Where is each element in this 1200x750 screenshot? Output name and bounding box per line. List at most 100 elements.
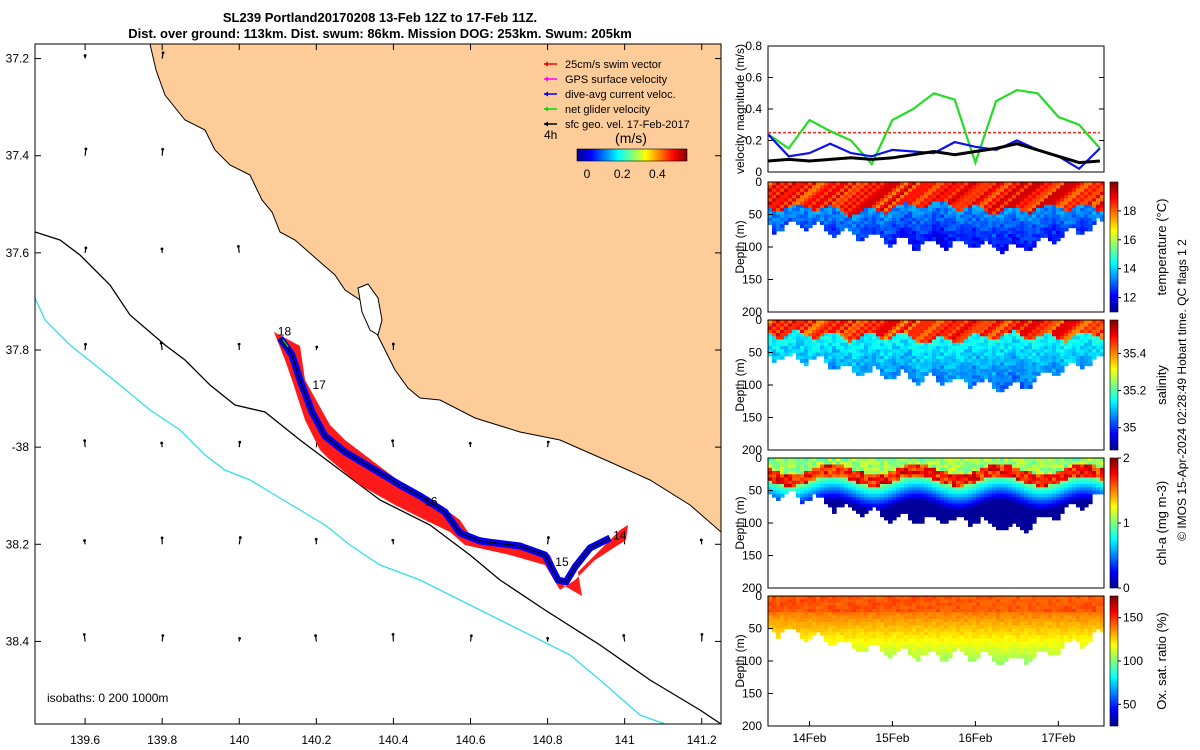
- section-cell: [800, 201, 805, 206]
- section-cell: [952, 230, 957, 235]
- section-cell: [1004, 336, 1009, 341]
- section-cell: [772, 474, 777, 479]
- section-cell: [864, 615, 869, 620]
- section-cell: [916, 467, 921, 472]
- section-cell: [880, 461, 885, 466]
- section-cell: [996, 198, 1001, 203]
- section-cell: [960, 375, 965, 380]
- section-cell: [956, 339, 961, 344]
- section-cell: [1008, 484, 1013, 488]
- section-cell: [916, 204, 921, 209]
- section-cell: [848, 185, 853, 190]
- section-cell: [1008, 500, 1013, 505]
- section-cell: [932, 365, 937, 370]
- section-cell: [1060, 211, 1065, 216]
- section-cell: [904, 618, 909, 623]
- section-cell: [900, 467, 905, 472]
- section-cell: [872, 326, 877, 331]
- section-cell: [936, 474, 941, 479]
- section-cell: [928, 362, 933, 367]
- section-cell: [932, 368, 937, 373]
- section-cell: [896, 336, 901, 341]
- section-cell: [992, 339, 997, 344]
- section-cell: [816, 628, 821, 633]
- section-cell: [968, 333, 973, 337]
- section-cell: [1036, 339, 1041, 344]
- section-cell: [868, 467, 873, 472]
- section-cell: [972, 237, 977, 242]
- section-cell: [876, 227, 881, 232]
- section-cell: [1012, 326, 1017, 331]
- section-cell: [992, 237, 997, 242]
- section-cell: [772, 464, 777, 469]
- section-cell: [916, 461, 921, 466]
- section-cell: [868, 618, 873, 623]
- section-cell: [776, 596, 781, 600]
- section-cell: [880, 471, 885, 475]
- section-cell: [920, 631, 925, 636]
- section-cell: [1060, 493, 1065, 498]
- section-cell: [1060, 480, 1065, 485]
- section-cell: [788, 214, 793, 219]
- section-cell: [1080, 323, 1085, 328]
- section-cell: [864, 365, 869, 370]
- section-cell: [792, 474, 797, 479]
- section-cell: [1036, 230, 1041, 235]
- section-cell: [944, 464, 949, 469]
- section-cell: [776, 185, 781, 190]
- section-cell: [984, 326, 989, 331]
- section-cell: [860, 625, 865, 630]
- section-cell: [1036, 513, 1041, 518]
- section-cell: [888, 195, 893, 199]
- section-cell: [944, 352, 949, 357]
- depth-tick-label: 0: [755, 313, 762, 327]
- section-cell: [956, 477, 961, 482]
- section-cell: [772, 336, 777, 341]
- section-cell: [840, 227, 845, 232]
- section-cell: [928, 480, 933, 485]
- section-cell: [880, 609, 885, 613]
- section-cell: [924, 185, 929, 190]
- section-cell: [856, 609, 861, 613]
- section-cell: [896, 602, 901, 607]
- section-cell: [1036, 464, 1041, 469]
- section-cell: [972, 182, 977, 186]
- section-cell: [928, 628, 933, 633]
- section-cell: [824, 631, 829, 636]
- velocity-arrowhead: [161, 147, 165, 151]
- section-cell: [824, 191, 829, 196]
- section-cell: [1044, 323, 1049, 328]
- section-cell: [1040, 458, 1045, 462]
- section-cell: [868, 487, 873, 492]
- section-cell: [828, 596, 833, 600]
- section-cell: [1096, 474, 1101, 479]
- section-cell: [824, 320, 829, 324]
- section-cell: [848, 464, 853, 469]
- section-cell: [1076, 221, 1081, 225]
- section-cell: [856, 352, 861, 357]
- section-cell: [908, 615, 913, 620]
- section-cell: [936, 349, 941, 354]
- section-cell: [1032, 185, 1037, 190]
- section-cell: [1020, 204, 1025, 209]
- section-cell: [844, 493, 849, 498]
- section-cell: [776, 339, 781, 344]
- section-cell: [840, 195, 845, 199]
- section-cell: [928, 191, 933, 196]
- section-cell: [888, 641, 893, 646]
- section-cell: [948, 224, 953, 229]
- section-cell: [820, 480, 825, 485]
- section-cell: [1028, 227, 1033, 232]
- section-cell: [956, 362, 961, 367]
- section-cell: [784, 188, 789, 193]
- section-cell: [944, 230, 949, 235]
- section-cell: [1028, 516, 1033, 521]
- section-cell: [1016, 464, 1021, 469]
- section-cell: [1084, 182, 1089, 186]
- velocity-arrowhead: [314, 537, 318, 541]
- section-cell: [908, 471, 913, 475]
- section-cell: [792, 622, 797, 626]
- section-cell: [892, 221, 897, 225]
- section-cell: [820, 191, 825, 196]
- section-cell: [988, 458, 993, 462]
